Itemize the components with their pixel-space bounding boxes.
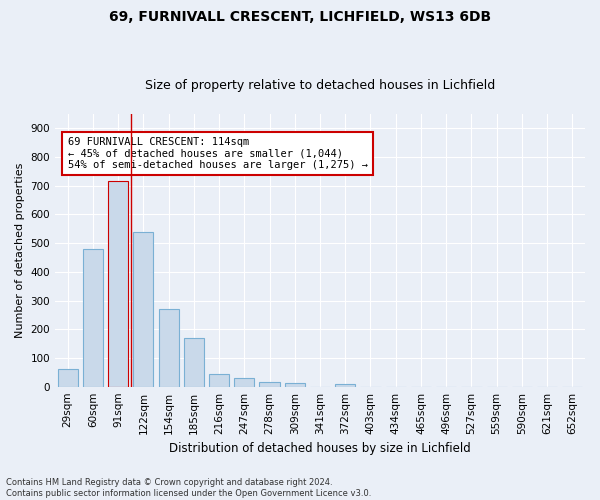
Bar — [234, 378, 254, 386]
Bar — [108, 180, 128, 386]
Bar — [284, 383, 305, 386]
Bar — [133, 232, 154, 386]
Bar — [209, 374, 229, 386]
Bar — [259, 382, 280, 386]
Bar — [83, 249, 103, 386]
Bar — [335, 384, 355, 386]
Y-axis label: Number of detached properties: Number of detached properties — [15, 162, 25, 338]
Bar — [58, 369, 78, 386]
Text: 69 FURNIVALL CRESCENT: 114sqm
← 45% of detached houses are smaller (1,044)
54% o: 69 FURNIVALL CRESCENT: 114sqm ← 45% of d… — [68, 137, 368, 170]
X-axis label: Distribution of detached houses by size in Lichfield: Distribution of detached houses by size … — [169, 442, 471, 455]
Bar — [158, 309, 179, 386]
Text: 69, FURNIVALL CRESCENT, LICHFIELD, WS13 6DB: 69, FURNIVALL CRESCENT, LICHFIELD, WS13 … — [109, 10, 491, 24]
Title: Size of property relative to detached houses in Lichfield: Size of property relative to detached ho… — [145, 79, 495, 92]
Bar — [184, 338, 204, 386]
Text: Contains HM Land Registry data © Crown copyright and database right 2024.
Contai: Contains HM Land Registry data © Crown c… — [6, 478, 371, 498]
